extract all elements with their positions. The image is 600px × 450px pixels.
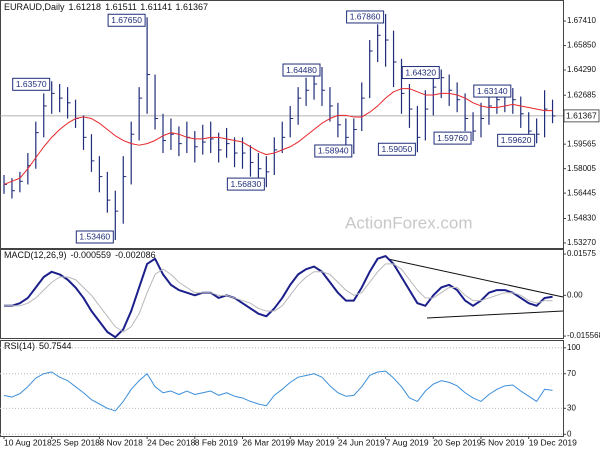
header-part: MACD(12,26,9) (4, 250, 67, 260)
watermark: ActionForex.com (345, 213, 473, 232)
panel-header: RSI(14) 50.7544 (4, 341, 72, 351)
x-tick-label: 20 Sep 2019 (433, 437, 481, 447)
indicator-line (4, 255, 553, 339)
last-price-box (563, 109, 600, 123)
y-tick-label: 1.56445 (567, 188, 596, 197)
y-tick-label: 0.01575 (567, 249, 596, 258)
annotation-box (75, 230, 114, 244)
annotation-label: 1.56830 (230, 179, 261, 189)
x-tick-label: 7 Aug 2019 (386, 437, 429, 447)
annotation-label: 1.59620 (501, 135, 532, 145)
y-tick-label: 100 (567, 343, 581, 352)
rsi-panel-frame (0, 340, 564, 437)
x-tick-label: 9 May 2019 (290, 437, 335, 447)
annotation-box (473, 84, 512, 98)
x-tick-label: 8 Nov 2018 (99, 437, 143, 447)
y-tick-label: 1.64290 (567, 65, 596, 74)
annotation-box (107, 13, 146, 27)
annotation-label: 1.63140 (477, 86, 508, 96)
annotation-label: 1.67650 (111, 15, 142, 25)
y-tick-label: 1.58005 (567, 164, 596, 173)
header-part: 1.61218 (69, 2, 102, 12)
annotation-box (497, 133, 536, 147)
annotation-box (226, 177, 265, 191)
annotation-label: 1.64320 (405, 67, 436, 77)
indicator-line (3, 370, 553, 412)
indicator-line (4, 263, 553, 333)
header-part: -0.000559 (71, 250, 112, 260)
x-tick-label: 19 Dec 2019 (529, 437, 577, 447)
y-tick-label: 1.59565 (567, 139, 596, 148)
annotation-box (401, 66, 440, 80)
annotation-label: 1.53460 (79, 232, 110, 242)
header-part: 1.61141 (140, 2, 172, 12)
macd-trendline (387, 258, 564, 298)
header-part: RSI(14) (4, 341, 35, 351)
macd-panel-frame (0, 249, 564, 339)
annotation-label: 1.67860 (350, 12, 381, 22)
y-tick-label: 30 (567, 403, 576, 412)
macd-trendline (426, 310, 564, 319)
y-tick-label: -0.015568 (567, 331, 600, 340)
annotation-box (433, 131, 472, 145)
header-part: EURAUD,Daily (4, 2, 65, 12)
header-part: 50.7544 (39, 341, 72, 351)
header-part: 1.61511 (105, 2, 137, 12)
annotation-label: 1.59050 (382, 144, 413, 154)
x-tick-label: 8 Feb 2019 (195, 437, 238, 447)
y-tick-label: 1.53270 (567, 238, 596, 247)
header-part: -0.002086 (115, 250, 156, 260)
x-tick-label: 24 Dec 2018 (147, 437, 195, 447)
panel-header: MACD(12,26,9) -0.000559 -0.002086 (4, 250, 156, 260)
x-tick-label: 5 Nov 2019 (481, 437, 525, 447)
panel-header: EURAUD,Daily 1.61218 1.61511 1.61141 1.61367 (4, 2, 208, 12)
x-tick-label: 26 Mar 2019 (243, 437, 291, 447)
annotation-box (282, 63, 321, 77)
y-tick-label: 0 (567, 429, 572, 438)
header-part: 1.61367 (175, 2, 208, 12)
y-tick-label: 1.54830 (567, 214, 596, 223)
last-price-label: 1.61367 (566, 111, 597, 121)
annotation-label: 1.59760 (437, 133, 468, 143)
annotation-label: 1.64480 (286, 65, 317, 75)
annotation-box (346, 10, 385, 24)
annotation-box (314, 144, 353, 158)
y-tick-label: 1.67410 (567, 16, 596, 25)
x-tick-label: 25 Sep 2018 (52, 437, 100, 447)
moving-average (3, 88, 553, 185)
x-tick-label: 24 Jun 2019 (338, 437, 385, 447)
y-tick-label: 0.00 (567, 290, 583, 299)
annotation-box (12, 77, 51, 91)
y-tick-label: 70 (567, 369, 576, 378)
y-tick-label: 1.65850 (567, 41, 596, 50)
annotation-label: 1.58940 (318, 146, 349, 156)
x-tick-label: 10 Aug 2018 (4, 437, 52, 447)
annotation-label: 1.63570 (16, 79, 47, 89)
annotation-box (377, 142, 416, 156)
price-panel-frame (0, 0, 564, 249)
y-tick-label: 1.62685 (567, 90, 596, 99)
